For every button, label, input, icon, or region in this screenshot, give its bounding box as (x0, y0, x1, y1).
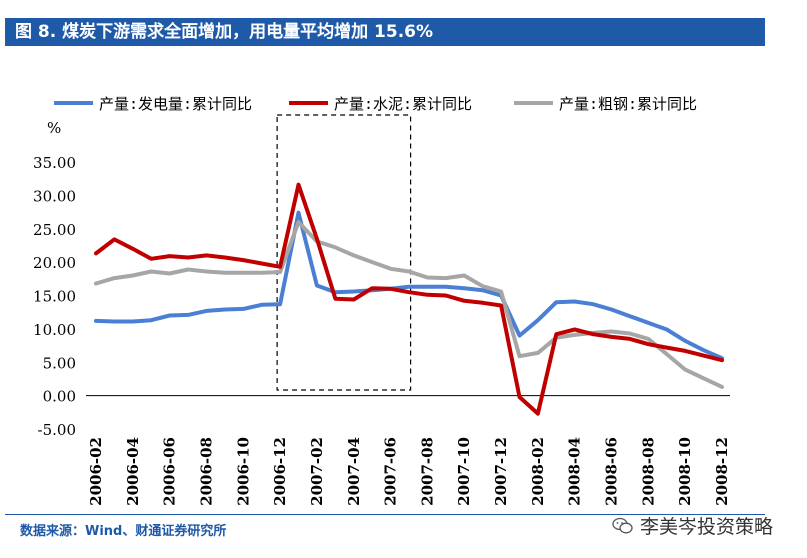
x-tick-label: 2007-08 (418, 437, 436, 506)
x-tick-label: 2006-12 (271, 437, 289, 506)
x-tick-label: 2007-02 (308, 437, 326, 506)
x-tick-label: 2006-10 (234, 437, 252, 506)
source-note: 数据来源：Wind、财通证券研究所 (20, 524, 227, 539)
legend-label: 产量:发电量:累计同比 (99, 95, 252, 113)
x-tick-label: 2007-12 (492, 437, 510, 506)
x-tick-label: 2008-06 (603, 437, 621, 506)
x-tick-label: 2006-04 (124, 437, 142, 506)
chart-legend: 产量:发电量:累计同比 产量:水泥:累计同比 产量:粗钢:累计同比 (54, 95, 697, 113)
x-tick-label: 2006-06 (161, 437, 179, 506)
y-tick-label: 15.00 (33, 288, 76, 306)
y-tick-label: 0.00 (43, 388, 76, 406)
y-axis-ticks: 35.00 30.00 25.00 20.00 15.00 10.00 5.00 0.00 -5… (33, 154, 76, 439)
y-tick-label: 30.00 (33, 187, 76, 205)
x-tick-label: 2008-10 (676, 437, 694, 506)
y-tick-label: 5.00 (43, 354, 76, 372)
x-tick-label: 2007-10 (455, 437, 473, 506)
series-lines (94, 182, 724, 416)
y-tick-label: 25.00 (33, 221, 76, 239)
x-tick-label: 2007-04 (345, 437, 363, 506)
footer-rule (5, 514, 765, 515)
figure-title: 图 8. 煤炭下游需求全面增加，用电量平均增加 15.6% (5, 18, 765, 46)
y-tick-label: 20.00 (33, 254, 76, 272)
x-tick-label: 2008-12 (713, 437, 731, 506)
legend-label: 产量:水泥:累计同比 (334, 95, 472, 113)
legend-label: 产量:粗钢:累计同比 (559, 95, 697, 113)
y-tick-label: 35.00 (33, 154, 76, 172)
y-tick-label: 10.00 (33, 321, 76, 339)
series-line-3 (94, 220, 724, 389)
x-tick-label: 2008-08 (639, 437, 657, 506)
x-tick-label: 2007-06 (382, 437, 400, 506)
x-tick-label: 2006-02 (87, 437, 105, 506)
y-axis-label: % (47, 119, 61, 137)
x-axis-ticks: 2006-02 2006-04 2006-06 2006-08 2006-10 2006-… (87, 437, 731, 506)
x-tick-label: 2008-04 (566, 437, 584, 506)
series-line-1 (94, 210, 724, 361)
x-tick-label: 2006-08 (197, 437, 215, 506)
wechat-icon (612, 517, 633, 533)
highlight-box (276, 114, 412, 391)
y-tick-label: -5.00 (38, 421, 76, 439)
x-tick-label: 2008-02 (529, 437, 547, 506)
watermark-text: 李美岑投资策略 (640, 516, 774, 538)
watermark: 李美岑投资策略 (612, 512, 773, 539)
series-line-2 (94, 182, 724, 416)
